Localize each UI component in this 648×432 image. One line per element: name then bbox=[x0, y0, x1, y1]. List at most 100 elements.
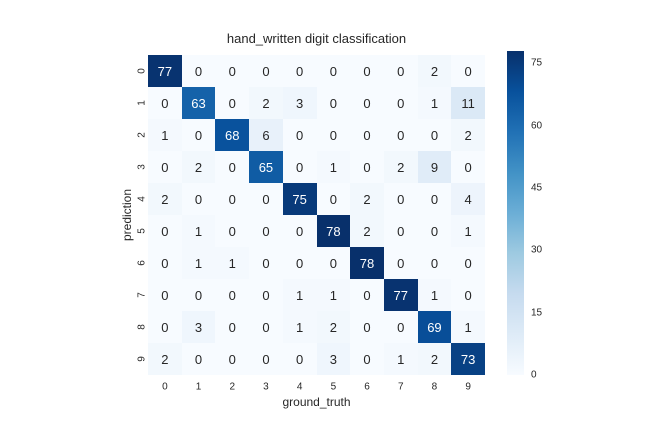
heatmap-cell: 0 bbox=[350, 279, 384, 311]
heatmap-cell: 1 bbox=[417, 279, 452, 311]
heatmap-cell: 0 bbox=[350, 55, 384, 87]
colorbar-tick-label: 45 bbox=[531, 182, 543, 194]
heatmap-cell: 1 bbox=[451, 311, 485, 343]
colorbar-tick-label: 60 bbox=[531, 120, 543, 132]
chart-title: hand_written digit classification bbox=[226, 31, 407, 46]
heatmap-cell: 0 bbox=[249, 343, 283, 375]
heatmap-cell: 0 bbox=[282, 119, 317, 151]
colorbar-tick-label: 0 bbox=[531, 369, 537, 381]
heatmap-cell: 0 bbox=[215, 151, 250, 183]
heatmap-cell: 0 bbox=[417, 183, 452, 215]
x-tick-label: 3 bbox=[263, 381, 269, 393]
heatmap-cell: 0 bbox=[282, 55, 317, 87]
heatmap-cell: 9 bbox=[417, 151, 452, 183]
heatmap-cell: 0 bbox=[417, 215, 452, 247]
heatmap-cell: 0 bbox=[316, 55, 351, 87]
y-tick-label: 4 bbox=[136, 196, 148, 202]
heatmap-cell: 0 bbox=[316, 183, 351, 215]
heatmap-cell: 0 bbox=[249, 279, 283, 311]
heatmap-cell: 77 bbox=[383, 279, 418, 311]
y-tick-label: 7 bbox=[136, 292, 148, 298]
heatmap-cell: 0 bbox=[383, 247, 418, 279]
heatmap-cell: 2 bbox=[316, 311, 351, 343]
heatmap-cell: 0 bbox=[181, 343, 216, 375]
heatmap-cell: 0 bbox=[148, 279, 182, 311]
x-tick-label: 5 bbox=[330, 381, 337, 393]
colorbar bbox=[507, 51, 524, 375]
heatmap-cell: 0 bbox=[383, 87, 418, 119]
heatmap-cell: 0 bbox=[316, 119, 351, 151]
y-tick-label: 0 bbox=[136, 68, 148, 74]
heatmap-cell: 2 bbox=[148, 183, 182, 215]
heatmap-cell: 1 bbox=[181, 215, 216, 247]
heatmap-cell: 0 bbox=[316, 247, 351, 279]
heatmap-cell: 68 bbox=[215, 119, 250, 151]
colorbar-tick-label: 15 bbox=[531, 307, 543, 319]
heatmap-cell: 0 bbox=[383, 215, 418, 247]
y-tick-label: 8 bbox=[136, 324, 148, 330]
heatmap-cell: 0 bbox=[215, 183, 250, 215]
heatmap-cell: 78 bbox=[350, 247, 384, 279]
x-tick-label: 2 bbox=[229, 381, 236, 393]
heatmap-cell: 0 bbox=[451, 247, 485, 279]
y-tick-label: 2 bbox=[136, 132, 148, 138]
y-tick-label: 3 bbox=[136, 164, 148, 170]
heatmap-cell: 0 bbox=[451, 55, 485, 87]
heatmap-cell: 0 bbox=[181, 119, 216, 151]
heatmap-cell: 1 bbox=[383, 343, 418, 375]
heatmap-cell: 1 bbox=[215, 247, 250, 279]
heatmap-cell: 0 bbox=[215, 279, 250, 311]
heatmap-cell: 1 bbox=[181, 247, 216, 279]
heatmap-cell: 3 bbox=[181, 311, 216, 343]
heatmap-cell: 4 bbox=[451, 183, 485, 215]
heatmap-cell: 3 bbox=[282, 87, 317, 119]
heatmap-cell: 0 bbox=[249, 311, 283, 343]
heatmap-cell: 69 bbox=[417, 311, 452, 343]
x-tick-label: 8 bbox=[431, 381, 438, 393]
heatmap-cell: 63 bbox=[181, 87, 216, 119]
colorbar-tick-label: 75 bbox=[531, 57, 543, 69]
heatmap-cell: 78 bbox=[316, 215, 351, 247]
heatmap-cell: 2 bbox=[181, 151, 216, 183]
heatmap-cell: 6 bbox=[249, 119, 283, 151]
heatmap-cell: 1 bbox=[282, 311, 317, 343]
heatmap-cell: 0 bbox=[451, 279, 485, 311]
heatmap-cell: 0 bbox=[215, 215, 250, 247]
heatmap-cell: 2 bbox=[417, 55, 452, 87]
heatmap-cell: 1 bbox=[451, 215, 485, 247]
y-tick-label: 1 bbox=[136, 100, 148, 106]
heatmap-cell: 0 bbox=[148, 151, 182, 183]
heatmap-cell: 65 bbox=[249, 151, 283, 183]
heatmap-cell: 2 bbox=[451, 119, 485, 151]
heatmap-cell: 2 bbox=[148, 343, 182, 375]
heatmap-cell: 0 bbox=[282, 343, 317, 375]
heatmap-grid: 77 0 0 0 0 0 0 0 2 0 0 63 0 2 3 0 0 0 1 11 1 0 68 6 0 0 0 0 0 2 0 2 0 65 0… bbox=[148, 55, 485, 375]
heatmap-cell: 1 bbox=[316, 279, 351, 311]
y-tick-label: 5 bbox=[136, 228, 148, 234]
heatmap-cell: 2 bbox=[383, 151, 418, 183]
heatmap-cell: 0 bbox=[350, 119, 384, 151]
heatmap-cell: 0 bbox=[316, 87, 351, 119]
heatmap-cell: 0 bbox=[282, 151, 317, 183]
x-tick-label: 0 bbox=[162, 381, 168, 393]
heatmap-cell: 3 bbox=[316, 343, 351, 375]
heatmap-cell: 0 bbox=[249, 215, 283, 247]
heatmap-cell: 0 bbox=[383, 311, 418, 343]
heatmap-cell: 0 bbox=[383, 119, 418, 151]
colorbar-tick-label: 30 bbox=[531, 244, 543, 256]
heatmap-cell: 0 bbox=[181, 183, 216, 215]
heatmap-cell: 0 bbox=[350, 311, 384, 343]
y-tick-label: 6 bbox=[136, 260, 148, 266]
heatmap-cell: 1 bbox=[282, 279, 317, 311]
x-tick-label: 7 bbox=[397, 381, 404, 393]
heatmap-cell: 2 bbox=[249, 87, 283, 119]
heatmap-cell: 0 bbox=[249, 55, 283, 87]
heatmap-cell: 0 bbox=[417, 119, 452, 151]
heatmap-cell: 0 bbox=[215, 311, 250, 343]
x-axis-label: ground_truth bbox=[282, 395, 351, 409]
x-tick-label: 9 bbox=[465, 381, 471, 393]
heatmap-cell: 0 bbox=[181, 55, 216, 87]
x-tick-label: 4 bbox=[296, 381, 303, 393]
x-tick-label: 6 bbox=[364, 381, 370, 393]
heatmap-cell: 0 bbox=[249, 247, 283, 279]
